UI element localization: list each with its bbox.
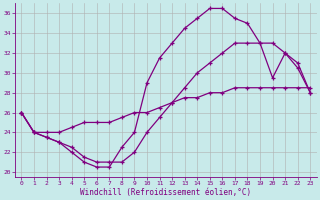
X-axis label: Windchill (Refroidissement éolien,°C): Windchill (Refroidissement éolien,°C) [80, 188, 252, 197]
